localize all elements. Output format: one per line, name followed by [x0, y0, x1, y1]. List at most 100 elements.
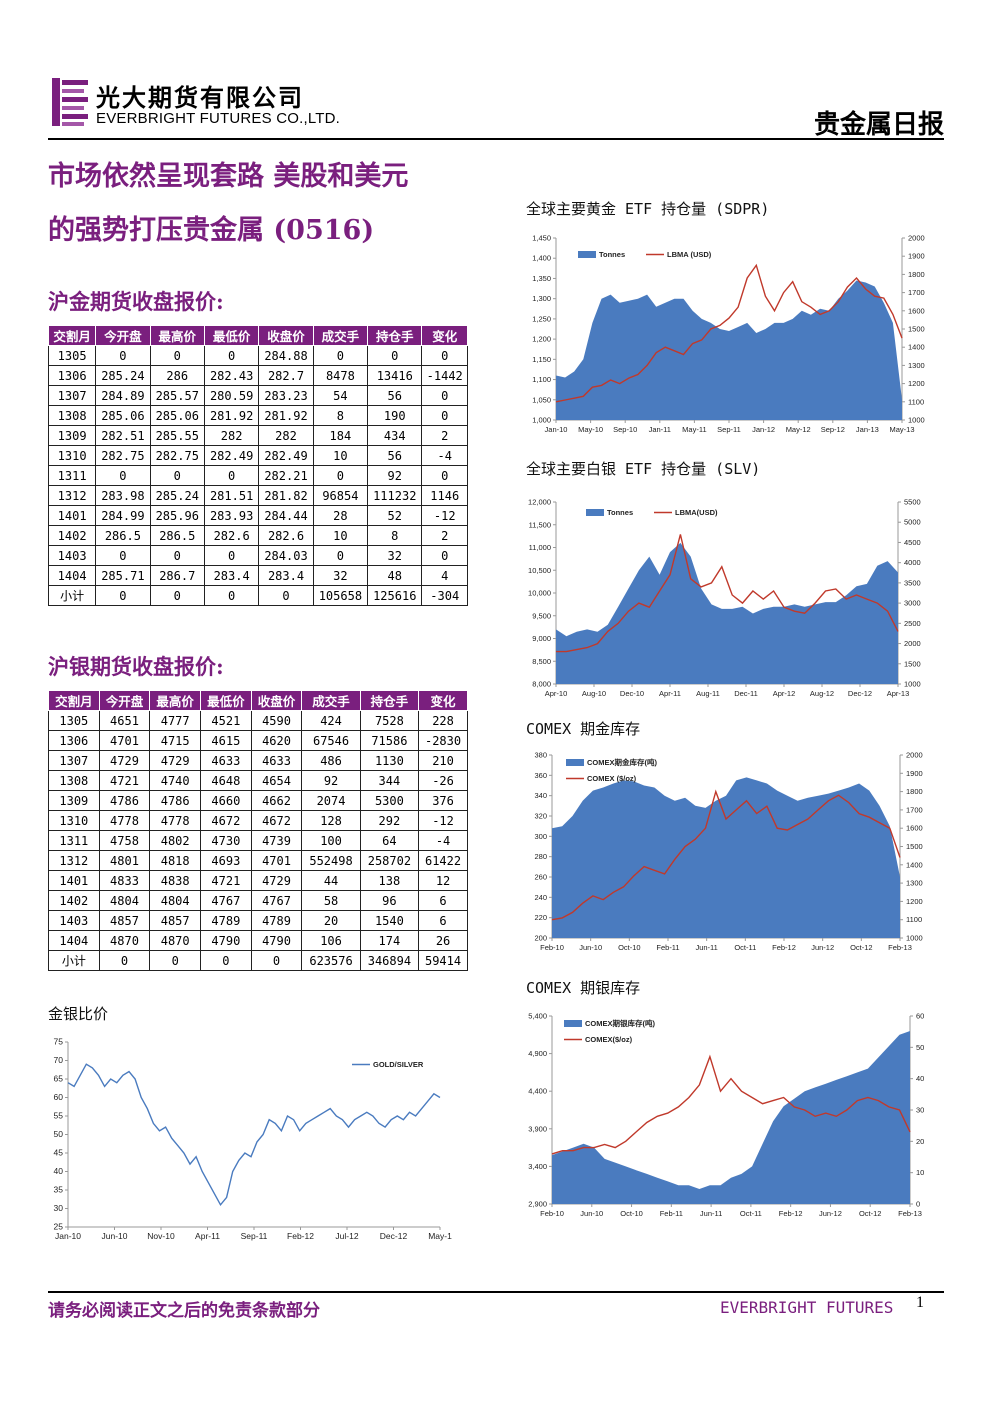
x-tick-label: Jul-12 [335, 1231, 358, 1241]
table-row: 1404 4870 4870 4790 4790 106 174 26 [48, 930, 468, 951]
x-tick-label: Jan-10 [55, 1231, 81, 1241]
y2-tick-label: 3500 [904, 578, 921, 587]
column-header: 收盘价 [250, 690, 303, 711]
table-cell: 10 [312, 445, 369, 466]
table-cell: 174 [359, 930, 420, 951]
table-cell: 92 [301, 770, 361, 791]
table-cell: 1540 [359, 910, 420, 931]
table-cell: 67546 [301, 730, 361, 751]
y-tick-label: 1,300 [532, 294, 551, 303]
table-row: 1306 285.24 286 282.43 282.7 8478 13416 -1442 [47, 365, 468, 386]
table-cell: 0 [149, 585, 205, 606]
table-row: 1311 4758 4802 4730 4739 100 64 -4 [48, 830, 468, 851]
x-tick-label: May-12 [786, 425, 811, 434]
legend-swatch [566, 759, 584, 766]
footer-brand: EVERBRIGHT FUTURES [720, 1298, 894, 1317]
table-cell: 1305 [48, 710, 100, 731]
y-tick-label: 45 [54, 1148, 64, 1158]
table-cell: 4789 [200, 910, 252, 931]
table-cell: 4758 [98, 830, 151, 851]
table-cell: 4701 [250, 850, 303, 871]
header-divider [48, 138, 944, 140]
table-row: 1310 4778 4778 4672 4672 128 292 -12 [48, 810, 468, 831]
x-tick-label: Sep-11 [717, 425, 741, 434]
legend-label: Tonnes [607, 508, 633, 517]
table-cell: 4620 [250, 730, 303, 751]
legend-label: COMEX($/oz) [585, 1035, 633, 1044]
table-cell: 283.4 [258, 565, 314, 586]
table-cell: 4786 [149, 790, 202, 811]
table-cell: 346894 [359, 950, 420, 971]
x-tick-label: Jun-10 [579, 943, 602, 952]
x-tick-label: May-11 [682, 425, 706, 434]
column-header: 交割月 [48, 690, 100, 711]
x-tick-label: Nov-10 [147, 1231, 175, 1241]
series-line-1 [556, 534, 899, 653]
y2-tick-label: 1900 [908, 252, 925, 261]
y2-tick-label: 2000 [906, 751, 923, 760]
table-cell: 0 [421, 465, 468, 486]
table-cell: 285.06 [95, 405, 151, 426]
x-tick-label: Oct-12 [859, 1209, 882, 1218]
x-tick-label: Feb-10 [540, 1209, 564, 1218]
table-cell: 1312 [47, 485, 97, 506]
table-cell: 258702 [359, 850, 420, 871]
table-cell: 210 [418, 750, 468, 771]
x-tick-label: Feb-12 [779, 1209, 803, 1218]
y-tick-label: 65 [54, 1074, 64, 1084]
table-cell: 0 [421, 345, 468, 366]
table-cell: 4648 [200, 770, 252, 791]
table-row: 1403 0 0 0 284.03 0 32 0 [47, 545, 468, 566]
company-name-en: EVERBRIGHT FUTURES CO.,LTD. [96, 110, 341, 127]
x-tick-label: Feb-10 [540, 943, 564, 952]
table-cell: 4857 [149, 910, 202, 931]
x-tick-label: Jan-10 [545, 425, 568, 434]
table-cell: 284.99 [95, 505, 151, 526]
y2-tick-label: 0 [916, 1200, 920, 1209]
x-tick-label: Apr-11 [195, 1231, 220, 1241]
table-cell: 285.71 [95, 565, 151, 586]
y-tick-label: 11,500 [529, 520, 551, 529]
x-tick-label: Aug-10 [582, 689, 606, 698]
table-cell: 4715 [149, 730, 202, 751]
table-cell: 1306 [48, 730, 100, 751]
table-cell: 4767 [250, 890, 303, 911]
x-tick-label: Aug-12 [810, 689, 834, 698]
y-tick-label: 60 [54, 1092, 64, 1102]
table-cell: 6 [418, 890, 468, 911]
y2-tick-label: 2500 [904, 619, 921, 628]
table-row: 1403 4857 4857 4789 4789 20 1540 6 [48, 910, 468, 931]
table-cell: 1403 [47, 545, 97, 566]
table-row: 1401 4833 4838 4721 4729 44 138 12 [48, 870, 468, 891]
table-cell: 292 [359, 810, 420, 831]
y2-tick-label: 40 [916, 1074, 924, 1083]
y-tick-label: 50 [54, 1129, 64, 1139]
y2-tick-label: 1200 [908, 379, 925, 388]
table-cell: 4521 [200, 710, 252, 731]
table-cell: 284.44 [258, 505, 314, 526]
y-tick-label: 4,900 [528, 1049, 547, 1058]
table-cell: 2 [421, 425, 468, 446]
table-cell: 0 [367, 345, 423, 366]
y-tick-label: 1,450 [532, 234, 551, 243]
table-cell: 281.51 [203, 485, 260, 506]
table-cell: 106 [301, 930, 361, 951]
headline-line-1: 市场依然呈现套路 美股和美元 [48, 161, 409, 192]
y-tick-label: 1,150 [532, 355, 551, 364]
column-header: 成交手 [312, 325, 369, 346]
x-tick-label: Jan-12 [752, 425, 775, 434]
y-tick-label: 9,500 [532, 611, 551, 620]
table-cell: 1404 [47, 565, 97, 586]
legend-label: LBMA (USD) [667, 250, 712, 259]
table-cell: 0 [421, 545, 468, 566]
table-cell: 1306 [47, 365, 97, 386]
y-tick-label: 1,200 [532, 335, 551, 344]
table-cell: 228 [418, 710, 468, 731]
x-tick-label: Dec-12 [848, 689, 872, 698]
table-row: 1311 0 0 0 282.21 0 92 0 [47, 465, 468, 486]
x-tick-label: May-1 [428, 1231, 452, 1241]
series-area-0 [552, 777, 900, 938]
table-cell: 138 [359, 870, 420, 891]
table-cell: 4804 [149, 890, 202, 911]
page-number: 1 [916, 1294, 924, 1311]
